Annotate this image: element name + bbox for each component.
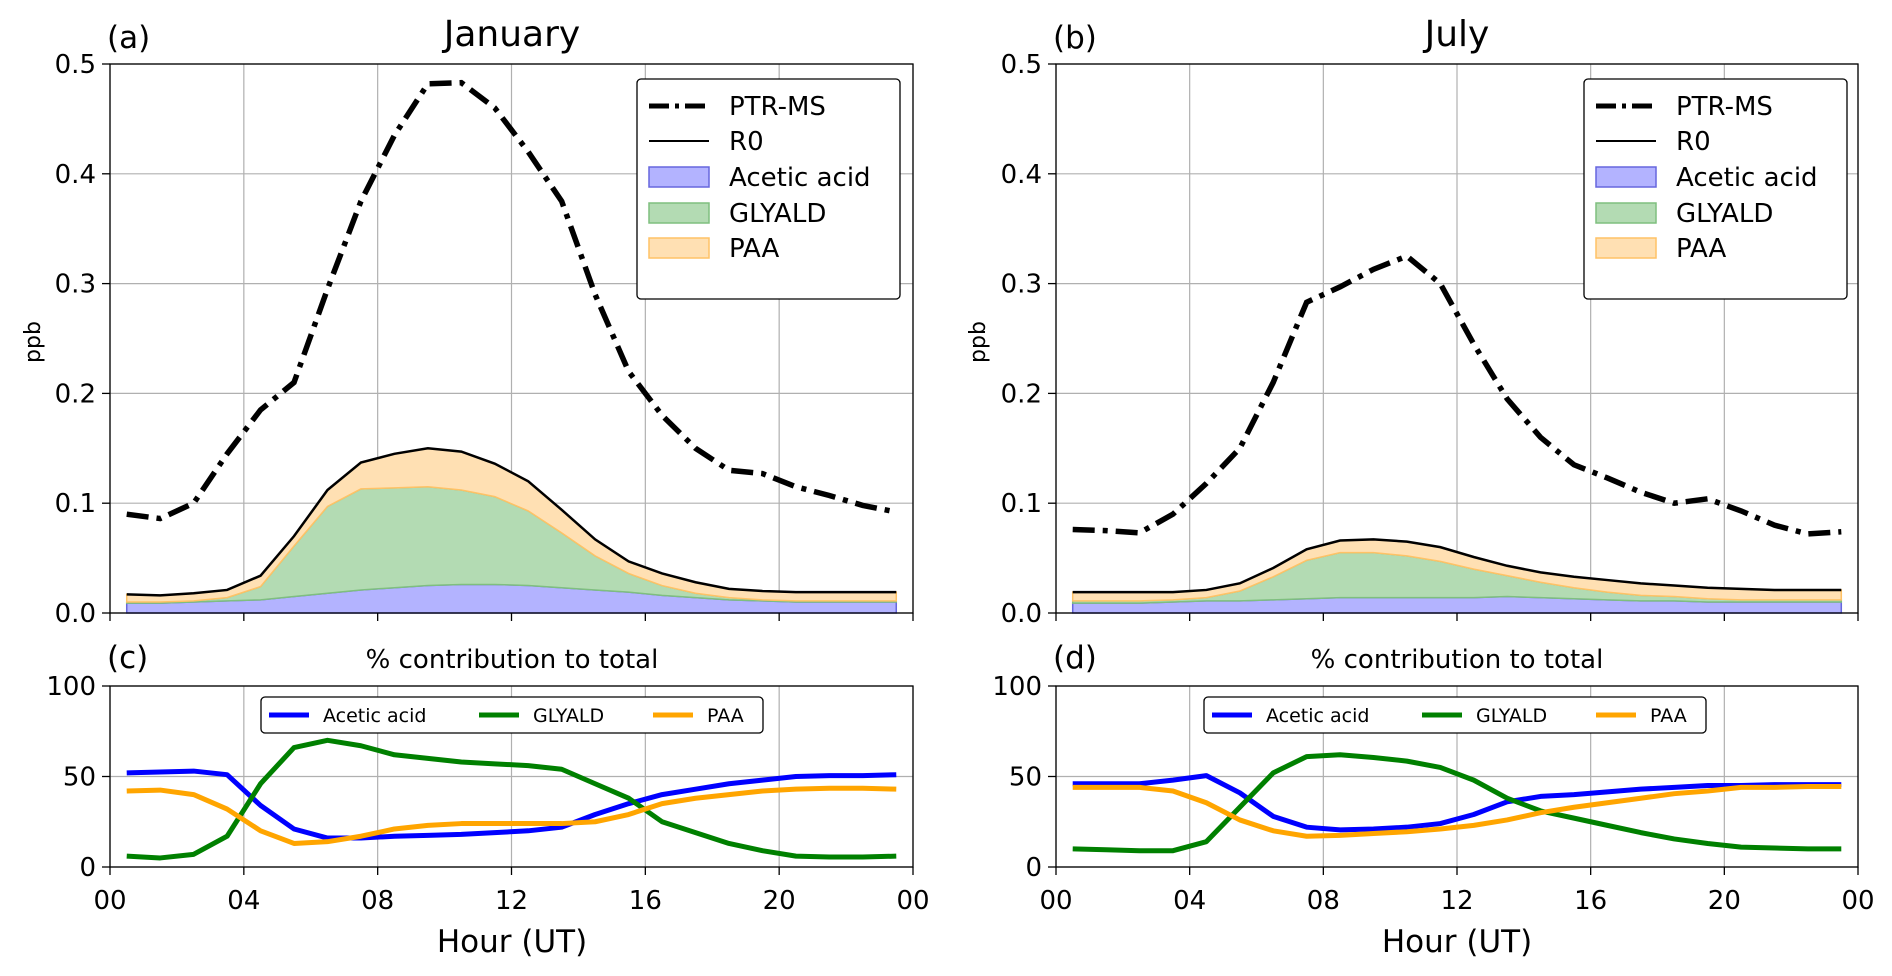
y-tick-label: 0.0 [55, 599, 96, 629]
y-tick-label: 50 [1009, 763, 1042, 793]
y-tick-label: 0.1 [55, 489, 96, 519]
y-tick-label: 0.5 [55, 50, 96, 80]
plot-frame [1055, 63, 1859, 614]
legend: PTR-MS R0 Acetic acid GLYALD PAA [636, 78, 901, 300]
series-lines [1072, 752, 1842, 854]
legend-ptrms-label: PTR-MS [729, 92, 826, 122]
legend: PTR-MS R0 Acetic acid GLYALD PAA [1583, 78, 1848, 300]
x-tick-label: 16 [629, 886, 662, 916]
legend-paa-label: PAA [707, 705, 744, 727]
panel-title: July [1423, 14, 1490, 55]
y-tick-label: 0 [1025, 853, 1042, 883]
y-tick-label: 0.3 [1001, 270, 1042, 300]
y-tick-label: 0.1 [1001, 489, 1042, 519]
y-tick-label: 0 [79, 853, 96, 883]
x-axis-label: Hour (UT) [1382, 924, 1532, 960]
panel-letter: (c) [107, 640, 148, 676]
y-tick-label: 0.2 [1001, 379, 1042, 409]
x-tick-label: 00 [896, 886, 929, 916]
legend-paa-label: PAA [1676, 234, 1727, 264]
y-tick-label: 0.0 [1001, 599, 1042, 629]
y-tick-label: 0.2 [55, 379, 96, 409]
x-tick-label: 20 [1708, 886, 1741, 916]
legend-glyald-label: GLYALD [729, 199, 826, 229]
x-tick-label: 12 [495, 886, 528, 916]
plot-frame [109, 685, 914, 868]
legend-glyald-label: GLYALD [1476, 705, 1547, 727]
legend-acetic-label: Acetic acid [729, 163, 871, 193]
panel-title: % contribution to total [1311, 645, 1604, 675]
legend-acetic-label: Acetic acid [1676, 163, 1818, 193]
panel-title: January [442, 14, 580, 55]
x-tick-label: 00 [1841, 886, 1874, 916]
line-glyald [126, 737, 897, 861]
legend-r0-label: R0 [729, 127, 764, 157]
x-tick-label: 08 [361, 886, 394, 916]
series-lines [126, 79, 897, 597]
line-acetic-acid [126, 768, 897, 841]
y-tick-label: 100 [46, 672, 96, 702]
legend-glyald-swatch [648, 202, 710, 224]
legend-ptrms-label: PTR-MS [1676, 92, 1773, 122]
axis-ticks: 0.0 0.1 0.2 0.3 0.4 0.5 [1001, 50, 1859, 629]
x-tick-label: 00 [1039, 886, 1072, 916]
line-paa [1072, 783, 1842, 839]
panel-a-january: 0.0 0.1 0.2 0.3 0.4 0.5 (a) January ppb PTR-M… [21, 14, 914, 629]
legend-glyald-label: GLYALD [1676, 199, 1773, 229]
legend-paa-swatch [1595, 237, 1657, 259]
legend-paa-label: PAA [729, 234, 780, 264]
axis-ticks: 0.0 0.1 0.2 0.3 0.4 0.5 [55, 50, 914, 629]
line-ptrms [126, 79, 897, 522]
y-tick-label: 0.5 [1001, 50, 1042, 80]
legend: Acetic acid GLYALD PAA [1203, 696, 1707, 734]
panel-letter: (a) [107, 20, 150, 56]
x-tick-label: 00 [93, 886, 126, 916]
panel-letter: (d) [1053, 640, 1097, 676]
series-lines [126, 737, 897, 861]
line-acetic-acid [1072, 773, 1842, 833]
legend-acetic-swatch [648, 166, 710, 188]
y-tick-label: 0.4 [1001, 160, 1042, 190]
legend-r0-label: R0 [1676, 127, 1711, 157]
line-glyald [1072, 752, 1842, 854]
x-tick-label: 08 [1307, 886, 1340, 916]
line-ptrms [1072, 252, 1842, 537]
x-tick-label: 04 [227, 886, 260, 916]
legend-glyald-swatch [1595, 202, 1657, 224]
y-tick-label: 0.4 [55, 160, 96, 190]
line-paa [126, 785, 897, 846]
legend-acetic-swatch [1595, 166, 1657, 188]
panel-title: % contribution to total [366, 645, 659, 675]
y-tick-label: 100 [992, 672, 1042, 702]
x-tick-label: 04 [1173, 886, 1206, 916]
plot-frame [109, 63, 914, 614]
legend-glyald-label: GLYALD [533, 705, 604, 727]
legend-paa-swatch [648, 237, 710, 259]
y-axis-label: ppb [21, 321, 46, 363]
legend-paa-label: PAA [1650, 705, 1687, 727]
y-axis-label: ppb [966, 321, 991, 363]
legend-acetic-label: Acetic acid [1266, 705, 1369, 727]
plot-frame [1055, 685, 1859, 868]
x-tick-label: 20 [763, 886, 796, 916]
x-axis-label: Hour (UT) [437, 924, 587, 960]
line-r0 [1072, 538, 1842, 594]
legend: Acetic acid GLYALD PAA [260, 696, 764, 734]
legend-acetic-label: Acetic acid [323, 705, 426, 727]
x-tick-label: 16 [1574, 886, 1607, 916]
y-tick-label: 50 [63, 763, 96, 793]
series-lines [1072, 252, 1842, 594]
panel-b-july: 0.0 0.1 0.2 0.3 0.4 0.5 (b) July ppb PTR-MS R… [966, 14, 1859, 629]
y-tick-label: 0.3 [55, 270, 96, 300]
x-tick-label: 12 [1440, 886, 1473, 916]
panel-letter: (b) [1053, 20, 1097, 56]
line-r0 [126, 447, 897, 597]
